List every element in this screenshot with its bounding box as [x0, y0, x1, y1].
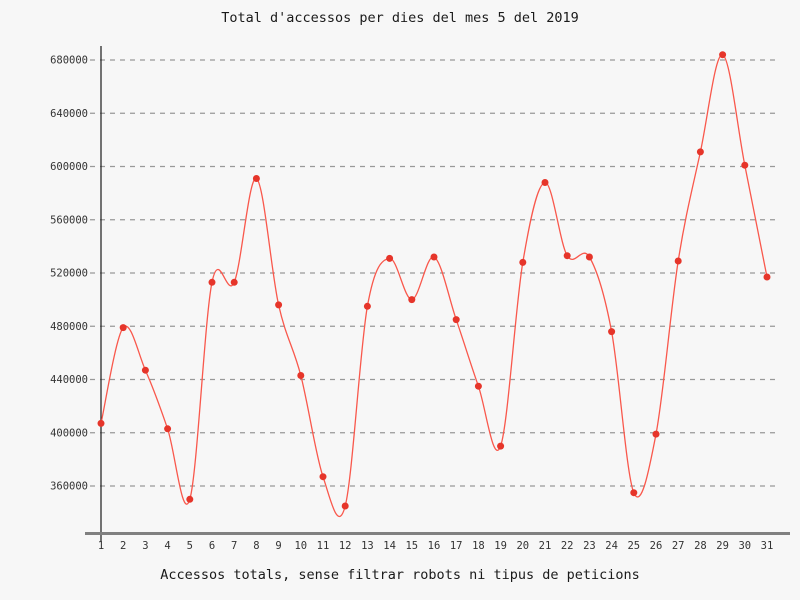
data-point: [319, 473, 327, 481]
data-point: [208, 278, 216, 286]
data-point: [719, 51, 727, 59]
data-point: [696, 148, 704, 156]
data-point: [452, 316, 460, 324]
x-tick-label: 26: [650, 540, 663, 552]
data-point: [585, 253, 593, 261]
data-point: [341, 502, 349, 510]
chart-title: Total d'accessos per dies del mes 5 del …: [221, 10, 579, 26]
x-tick-label: 11: [317, 540, 330, 552]
data-point: [497, 442, 505, 450]
data-points: [97, 51, 771, 510]
data-point: [408, 296, 416, 304]
y-tick-label: 360000: [50, 481, 88, 493]
gridlines: [90, 59, 780, 487]
data-point: [563, 252, 571, 260]
data-point: [652, 430, 660, 438]
data-point: [741, 161, 749, 169]
x-tick-label: 20: [516, 540, 529, 552]
x-tick-label: 28: [694, 540, 707, 552]
y-tick-label: 480000: [50, 321, 88, 333]
x-tick-label: 23: [583, 540, 596, 552]
x-tick-label: 27: [672, 540, 685, 552]
x-tick-label: 12: [339, 540, 352, 552]
data-point: [519, 258, 527, 266]
x-tick-label: 15: [405, 540, 418, 552]
x-tick-label: 10: [294, 540, 307, 552]
data-point: [230, 278, 238, 286]
y-tick-label: 640000: [50, 108, 88, 120]
data-point: [386, 254, 394, 262]
x-axis-title: Accessos totals, sense filtrar robots ni…: [160, 567, 640, 583]
data-point: [141, 366, 149, 374]
data-point: [297, 372, 305, 379]
y-tick-label: 560000: [50, 214, 88, 226]
y-tick-label: 440000: [50, 374, 88, 386]
x-tick-label: 1: [98, 540, 104, 552]
x-tick-label: 8: [253, 540, 259, 552]
x-tick-label: 29: [716, 540, 729, 552]
x-tick-label: 25: [627, 540, 640, 552]
x-tick-label: 2: [120, 540, 126, 552]
y-axis-tick-labels: 360000 400000 440000 480000 520000 560000 6000…: [50, 55, 88, 493]
data-point: [630, 489, 638, 497]
data-point: [186, 495, 194, 503]
x-tick-label: 30: [738, 540, 751, 552]
y-tick-label: 680000: [50, 55, 88, 67]
x-tick-label: 3: [142, 540, 148, 552]
x-tick-label: 14: [383, 540, 396, 552]
x-tick-label: 19: [494, 540, 507, 552]
y-tick-label: 600000: [50, 161, 88, 173]
data-point: [763, 273, 771, 281]
x-tick-label: 7: [231, 540, 237, 552]
data-point: [674, 257, 682, 265]
x-tick-label: 6: [209, 540, 215, 552]
x-tick-label: 31: [761, 540, 774, 552]
y-tick-label: 400000: [50, 427, 88, 439]
data-point: [252, 175, 260, 182]
x-tick-label: 18: [472, 540, 485, 552]
x-tick-label: 4: [164, 540, 170, 552]
data-point: [474, 382, 482, 390]
data-point: [119, 324, 127, 332]
data-point: [97, 419, 105, 427]
x-axis-tick-labels: 1 2 3 4 5 6 7 8 9 10 11 12 13 14 15 16 17 18 19 20 21 22 23 24 2…: [98, 540, 773, 552]
data-point: [608, 328, 616, 336]
y-tick-label: 520000: [50, 268, 88, 280]
x-tick-label: 5: [187, 540, 193, 552]
data-point: [541, 179, 549, 186]
x-tick-label: 9: [275, 540, 281, 552]
data-point: [275, 301, 283, 309]
data-point: [430, 253, 438, 261]
x-tick-label: 22: [561, 540, 574, 552]
x-tick-label: 17: [450, 540, 463, 552]
data-line: [100, 54, 768, 517]
x-tick-label: 13: [361, 540, 374, 552]
x-tick-label: 16: [428, 540, 441, 552]
data-point: [363, 302, 371, 310]
x-tick-label: 24: [605, 540, 618, 552]
data-point: [164, 425, 172, 433]
x-tick-label: 21: [539, 540, 552, 552]
